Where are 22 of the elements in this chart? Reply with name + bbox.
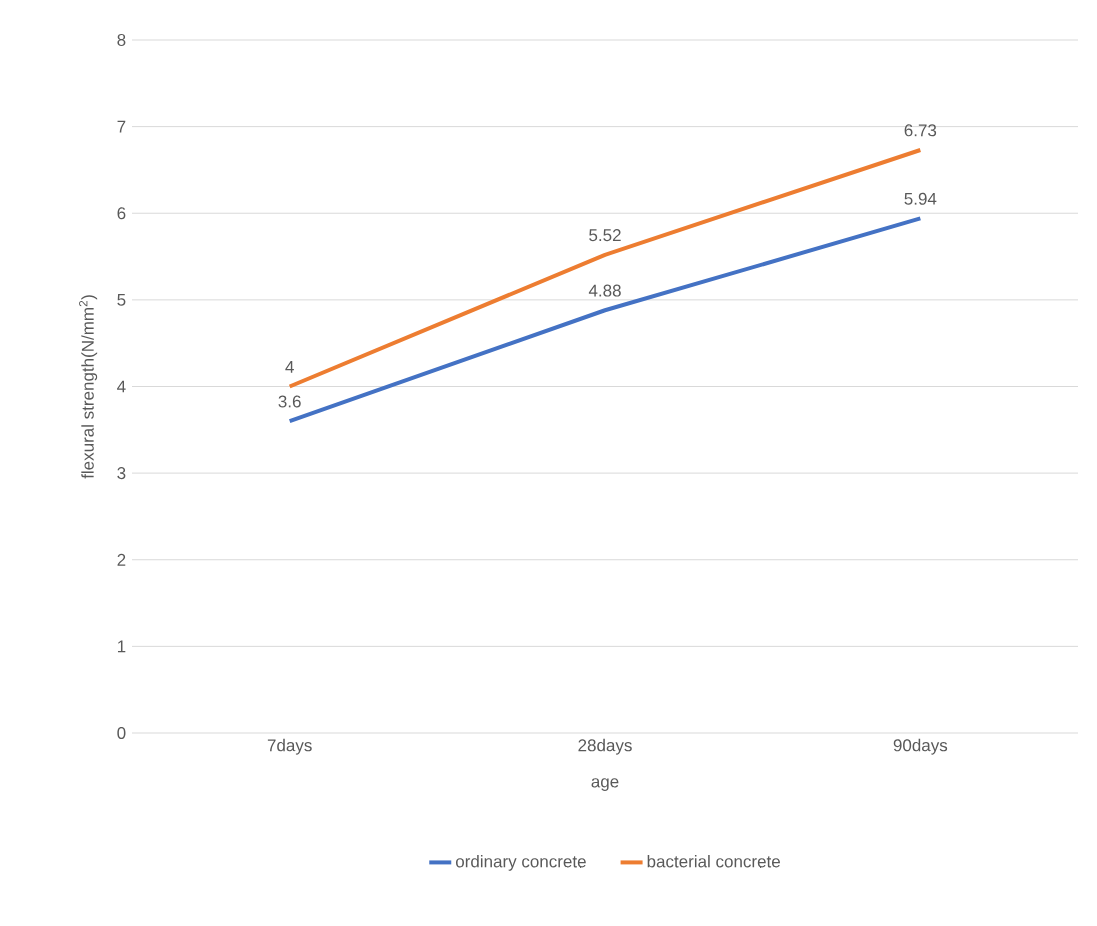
y-tick-label: 7 bbox=[117, 120, 126, 133]
y-tick-label: 4 bbox=[117, 380, 126, 393]
y-tick-label: 1 bbox=[117, 640, 126, 653]
x-tick-label: 90days bbox=[893, 738, 948, 755]
data-label: 5.52 bbox=[589, 229, 621, 242]
y-axis-title: flexural strength(N/mm$^{2}$) bbox=[79, 295, 98, 479]
legend-label: ordinary concrete bbox=[455, 854, 586, 871]
data-label: 4 bbox=[285, 361, 294, 373]
data-label: 6.73 bbox=[904, 124, 937, 137]
y-tick-label: 8 bbox=[117, 33, 126, 47]
legend-label: bacterial concrete bbox=[647, 854, 780, 868]
y-tick-label: 5 bbox=[117, 293, 126, 306]
y-tick-label: 0 bbox=[117, 726, 126, 740]
x-tick-label: 28days bbox=[578, 738, 632, 755]
data-label: 5.94 bbox=[904, 192, 937, 205]
y-tick-label: 3 bbox=[117, 467, 126, 480]
x-tick-label: 7days bbox=[267, 738, 312, 755]
data-label: 4.88 bbox=[588, 284, 621, 297]
data-label: 3.6 bbox=[278, 395, 301, 408]
y-tick-label: 2 bbox=[117, 553, 126, 566]
y-tick-label: 6 bbox=[117, 207, 126, 220]
x-axis-title: age bbox=[591, 778, 619, 791]
